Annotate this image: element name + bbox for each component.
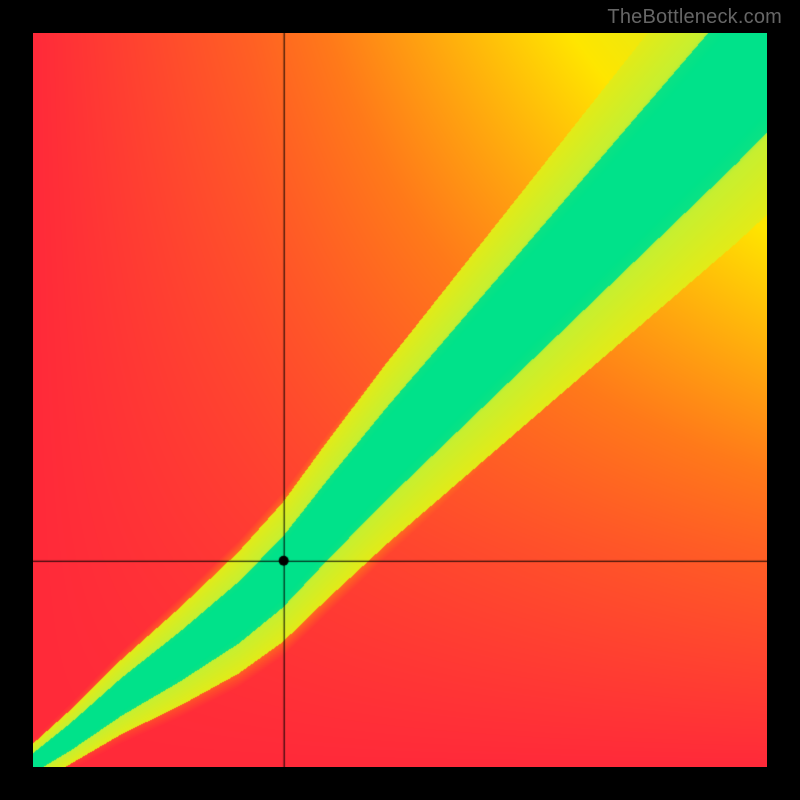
chart-container: TheBottleneck.com bbox=[0, 0, 800, 800]
heatmap-canvas bbox=[33, 33, 767, 767]
watermark-text: TheBottleneck.com bbox=[607, 6, 782, 29]
plot-area bbox=[33, 33, 767, 767]
